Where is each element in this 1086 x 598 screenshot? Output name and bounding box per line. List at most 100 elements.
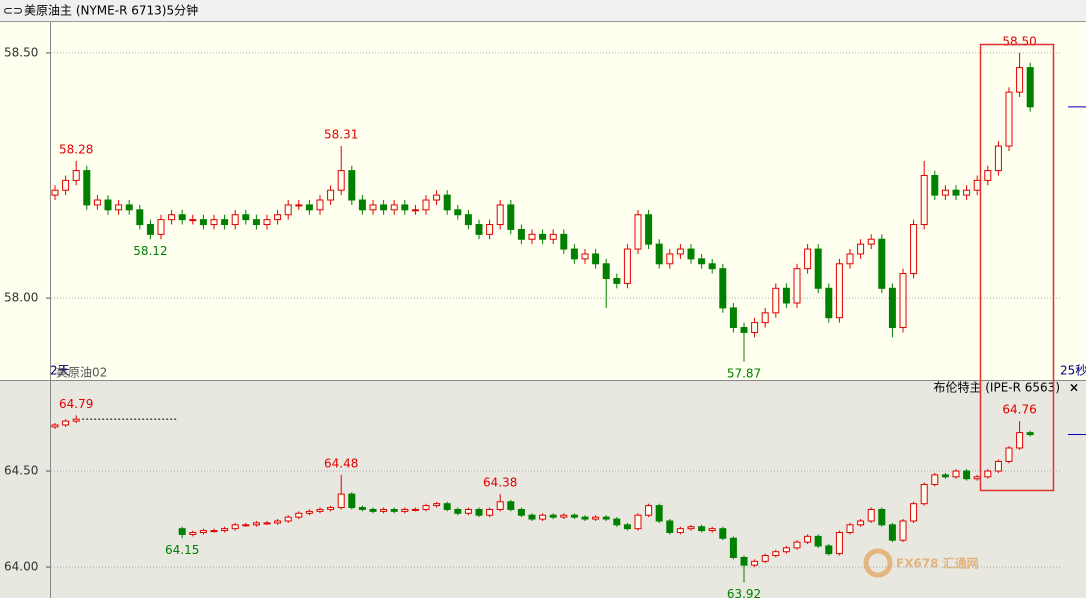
candle-body — [486, 224, 494, 235]
candle-body — [539, 233, 547, 240]
candle-body — [189, 532, 197, 535]
extreme-label: 58.28 — [59, 142, 93, 156]
candle-body — [857, 243, 865, 255]
candle-body — [51, 189, 59, 196]
candle-body — [825, 545, 833, 555]
candle-body — [136, 209, 144, 226]
candle-body — [623, 524, 631, 530]
candle-body — [348, 170, 356, 201]
candle-body — [443, 503, 451, 510]
candle-body — [602, 263, 610, 279]
y-tick-label: 58.50 — [4, 45, 38, 59]
candle-body — [973, 476, 981, 480]
candle-body — [772, 287, 780, 314]
candle-body — [804, 248, 812, 270]
candle-body — [454, 508, 462, 514]
candle-body — [517, 228, 525, 240]
candle-body — [93, 199, 101, 206]
candle-body — [613, 518, 621, 526]
candle-body — [305, 204, 313, 211]
candle-body — [1005, 91, 1013, 147]
close-button[interactable]: × — [1069, 381, 1079, 395]
candle-body — [454, 209, 462, 216]
candle-body — [941, 474, 949, 478]
candle-body — [242, 214, 250, 221]
candle-body — [560, 514, 568, 518]
candle-body — [570, 514, 578, 518]
candle-body — [72, 170, 80, 181]
extreme-label: 64.15 — [165, 543, 199, 557]
candle-body — [634, 514, 642, 530]
candle-body — [963, 189, 971, 196]
candle-body — [698, 258, 706, 265]
candle-body — [740, 327, 748, 333]
candle-body — [252, 219, 260, 226]
extreme-label: 58.50 — [1002, 34, 1036, 48]
candle-body — [888, 524, 896, 541]
candle-body — [178, 214, 186, 221]
candle-body — [867, 238, 875, 245]
candle-body — [369, 204, 377, 211]
bottom-panel — [0, 380, 1086, 598]
candle-body — [496, 204, 504, 226]
candle-body — [517, 508, 525, 516]
candle-body — [83, 170, 91, 206]
candle-body — [1026, 67, 1034, 108]
extreme-label: 57.87 — [727, 366, 761, 380]
candle-body — [263, 219, 271, 226]
window-title: 美原油主 (NYME-R 6713)5分钟 — [24, 3, 198, 18]
candle-body — [348, 493, 356, 509]
candle-body — [1026, 432, 1034, 436]
period-label: 2天 — [50, 364, 70, 378]
candle-body — [560, 233, 568, 250]
candle-body — [984, 170, 992, 181]
y-tick-label: 64.00 — [4, 560, 38, 574]
extreme-label: 64.38 — [483, 476, 517, 490]
candle-body — [581, 516, 589, 520]
candle-body — [592, 253, 600, 265]
candle-body — [952, 189, 960, 196]
candle-body — [645, 505, 653, 516]
candle-body — [888, 287, 896, 329]
candle-body — [835, 532, 843, 555]
candle-body — [920, 174, 928, 226]
candle-body — [846, 253, 854, 265]
candle-body — [295, 512, 303, 518]
highlight-box — [979, 43, 1055, 492]
candle-body — [62, 179, 70, 191]
candle-body — [295, 204, 303, 207]
candle-body — [793, 268, 801, 304]
candle-body — [210, 219, 218, 226]
candle-body — [104, 199, 112, 211]
candle-body — [316, 199, 324, 211]
candle-body — [549, 514, 557, 518]
candle-body — [676, 248, 684, 255]
extreme-label: 64.48 — [324, 456, 358, 470]
candle-body — [1016, 67, 1024, 93]
candle-body — [72, 418, 80, 422]
candle-body — [263, 522, 271, 525]
candle-body — [634, 214, 642, 250]
candle-body — [708, 263, 716, 270]
candle-body — [963, 470, 971, 480]
candle-body — [168, 214, 176, 221]
candle-body — [411, 209, 419, 212]
candle-body — [613, 277, 621, 284]
candle-body — [941, 189, 949, 196]
candle-body — [645, 214, 653, 245]
candle-body — [358, 199, 366, 211]
candle-body — [814, 248, 822, 289]
candle-body — [199, 530, 207, 534]
candle-body — [231, 524, 239, 530]
extreme-label: 64.76 — [1002, 403, 1036, 417]
candle-body — [464, 214, 472, 226]
candle-body — [422, 505, 430, 510]
title-icon: ⊂⊃ — [3, 4, 23, 18]
candle-body — [698, 526, 706, 532]
candle-body — [804, 535, 812, 543]
candle-body — [358, 507, 366, 510]
candle-body — [931, 474, 939, 485]
extreme-label: 63.92 — [727, 587, 761, 598]
candle-body — [729, 307, 737, 329]
